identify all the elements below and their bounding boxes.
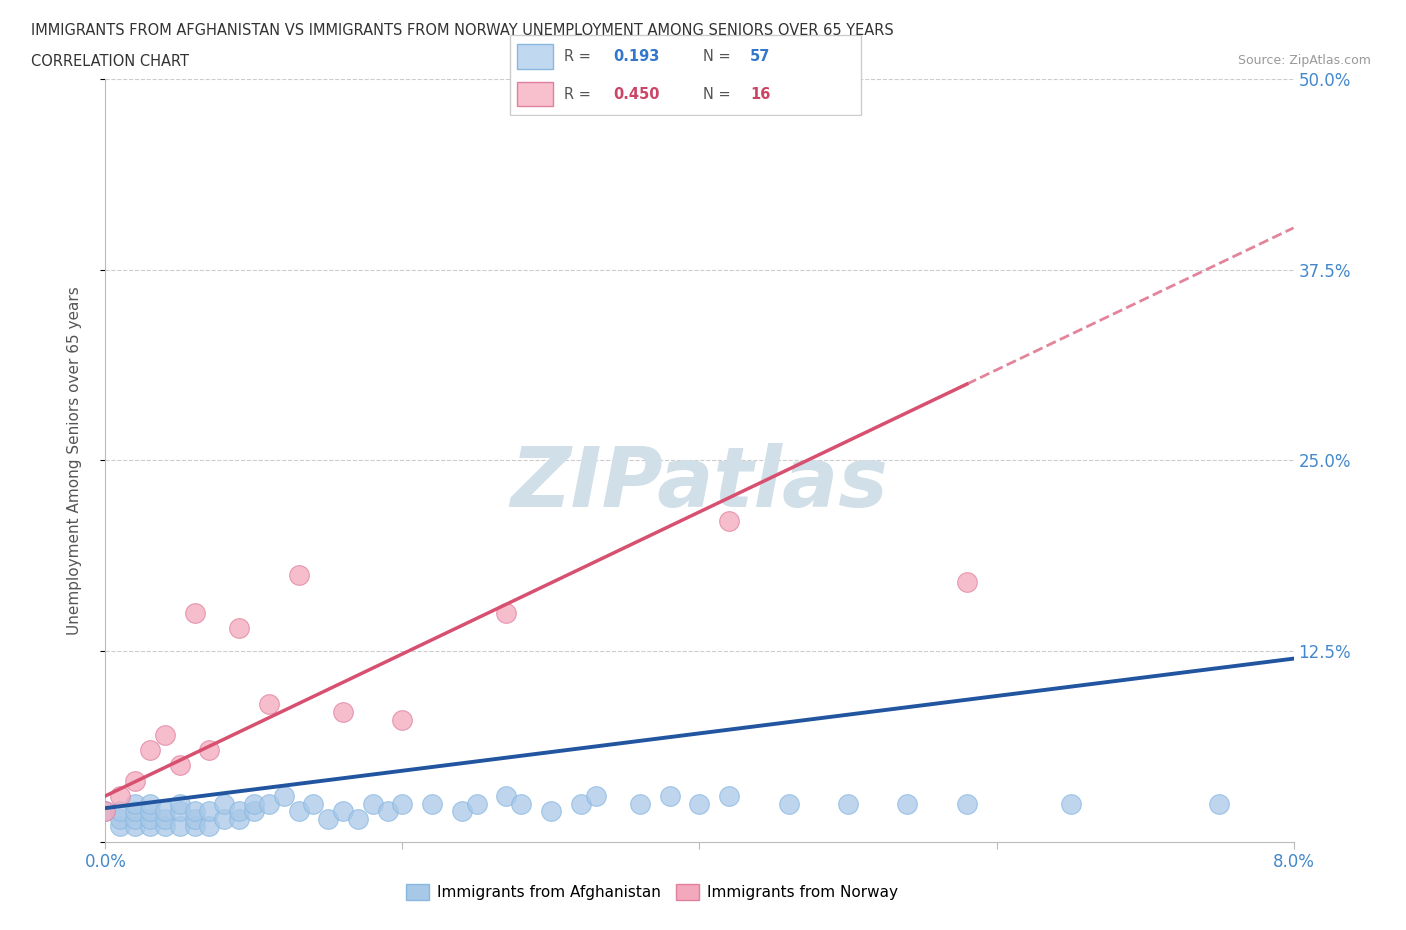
Text: 57: 57 [749, 49, 770, 64]
Point [124, 811, 146, 826]
Text: Source: ZipAtlas.com: Source: ZipAtlas.com [1237, 54, 1371, 67]
Point [420, 796, 443, 811]
Text: 0.450: 0.450 [613, 86, 661, 101]
Point [273, 789, 295, 804]
Point [718, 514, 741, 529]
Text: R =: R = [564, 49, 591, 64]
Point [628, 796, 651, 811]
Point [139, 819, 162, 834]
Point [110, 804, 132, 818]
Point [183, 811, 205, 826]
Text: IMMIGRANTS FROM AFGHANISTAN VS IMMIGRANTS FROM NORWAY UNEMPLOYMENT AMONG SENIORS: IMMIGRANTS FROM AFGHANISTAN VS IMMIGRANT… [31, 23, 894, 38]
Point [569, 796, 592, 811]
Point [347, 811, 370, 826]
Point [361, 796, 384, 811]
Point [214, 811, 236, 826]
Point [110, 819, 132, 834]
Point [124, 773, 146, 788]
Text: 16: 16 [749, 86, 770, 101]
FancyBboxPatch shape [510, 35, 860, 115]
Point [124, 796, 146, 811]
Point [896, 796, 918, 811]
Point [332, 705, 354, 720]
Point [316, 811, 339, 826]
Point [257, 697, 280, 711]
Point [183, 804, 205, 818]
Text: R =: R = [564, 86, 591, 101]
Point [287, 804, 309, 818]
Point [169, 819, 191, 834]
Point [391, 796, 413, 811]
Point [110, 789, 132, 804]
Point [377, 804, 399, 818]
Point [124, 804, 146, 818]
Text: ZIPatlas: ZIPatlas [510, 443, 889, 524]
Point [718, 789, 741, 804]
Point [585, 789, 607, 804]
FancyBboxPatch shape [517, 82, 553, 106]
FancyBboxPatch shape [517, 45, 553, 69]
Point [302, 796, 325, 811]
Point [214, 796, 236, 811]
Point [139, 796, 162, 811]
Point [257, 796, 280, 811]
Point [153, 819, 176, 834]
Text: CORRELATION CHART: CORRELATION CHART [31, 54, 188, 69]
Point [94, 804, 117, 818]
Point [153, 804, 176, 818]
Point [956, 796, 979, 811]
Point [94, 804, 117, 818]
Point [198, 743, 221, 758]
Point [1208, 796, 1230, 811]
Point [169, 758, 191, 773]
Point [124, 819, 146, 834]
Legend: Immigrants from Afghanistan, Immigrants from Norway: Immigrants from Afghanistan, Immigrants … [401, 878, 904, 907]
Point [153, 811, 176, 826]
Point [139, 743, 162, 758]
Point [956, 575, 979, 590]
Point [198, 819, 221, 834]
Point [837, 796, 859, 811]
Point [465, 796, 488, 811]
Point [287, 567, 309, 582]
Point [198, 804, 221, 818]
Text: N =: N = [703, 86, 731, 101]
Point [540, 804, 562, 818]
Point [183, 605, 205, 620]
Y-axis label: Unemployment Among Seniors over 65 years: Unemployment Among Seniors over 65 years [67, 286, 82, 635]
Point [139, 804, 162, 818]
Point [778, 796, 800, 811]
Point [450, 804, 472, 818]
Point [658, 789, 681, 804]
Point [139, 811, 162, 826]
Point [110, 811, 132, 826]
Point [332, 804, 354, 818]
Point [228, 811, 250, 826]
Point [391, 712, 413, 727]
Point [153, 727, 176, 742]
Point [243, 796, 266, 811]
Point [169, 804, 191, 818]
Point [183, 819, 205, 834]
Point [495, 605, 517, 620]
Point [169, 796, 191, 811]
Point [228, 804, 250, 818]
Text: N =: N = [703, 49, 731, 64]
Point [495, 789, 517, 804]
Point [689, 796, 711, 811]
Point [1060, 796, 1083, 811]
Point [510, 796, 533, 811]
Text: 0.193: 0.193 [613, 49, 659, 64]
Point [243, 804, 266, 818]
Point [228, 620, 250, 635]
